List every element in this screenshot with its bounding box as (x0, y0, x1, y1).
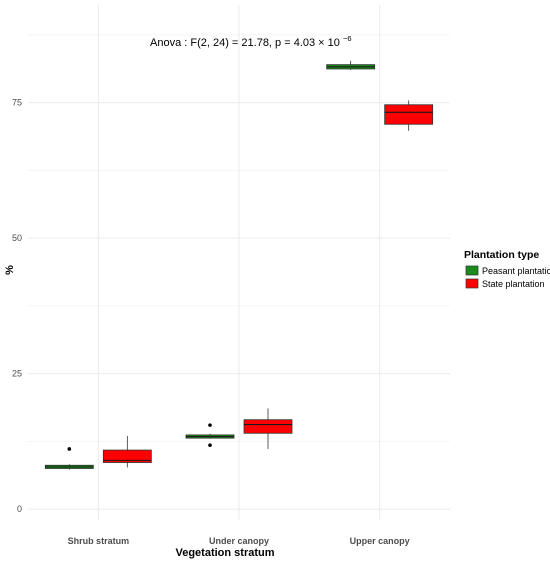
x-tick-label-under-canopy: Under canopy (209, 536, 269, 546)
y-tick-label: 0 (17, 504, 22, 514)
box-peasant-plantation-upper-canopy (326, 60, 376, 71)
box-state-plantation-upper-canopy (384, 100, 434, 131)
box-body (243, 419, 293, 434)
x-axis-title: Vegetation stratum (175, 547, 274, 559)
anova-text: Anova : F(2, 24) = 21.78, p = 4.03 × 10 (150, 37, 340, 49)
anova-annotation: Anova : F(2, 24) = 21.78, p = 4.03 × 10 … (150, 34, 352, 49)
x-axis-ticks: Shrub stratum Under canopy Upper canopy (68, 536, 410, 546)
outlier-point (208, 443, 212, 447)
boxes (44, 60, 434, 470)
box-peasant-plantation-under-canopy (185, 423, 235, 447)
box-state-plantation-shrub-stratum (102, 435, 152, 468)
box-body (102, 449, 152, 463)
x-tick-label-shrub-stratum: Shrub stratum (68, 536, 130, 546)
outlier-point (67, 447, 72, 451)
box-peasant-plantation-shrub-stratum (44, 447, 94, 470)
grid-lines (28, 5, 450, 520)
legend-title: Plantation type (464, 249, 539, 261)
x-tick-label-upper-canopy: Upper canopy (350, 536, 410, 546)
y-axis-title: % (4, 265, 16, 275)
y-tick-label: 25 (12, 369, 22, 379)
legend-swatch-peasant-plantation (465, 265, 479, 276)
y-tick-label: 50 (12, 233, 22, 243)
anova-exponent: −6 (343, 34, 352, 43)
y-tick-label: 75 (12, 98, 22, 108)
box-body (384, 104, 434, 125)
legend: Plantation type Peasant plantation State… (464, 249, 550, 289)
legend-swatch-state-plantation (465, 278, 479, 289)
box-state-plantation-under-canopy (243, 408, 293, 449)
outlier-point (208, 423, 212, 427)
legend-label-state-plantation: State plantation (482, 279, 545, 289)
y-axis-ticks: 0 25 50 75 (12, 98, 22, 515)
legend-label-peasant-plantation: Peasant plantation (482, 266, 550, 276)
